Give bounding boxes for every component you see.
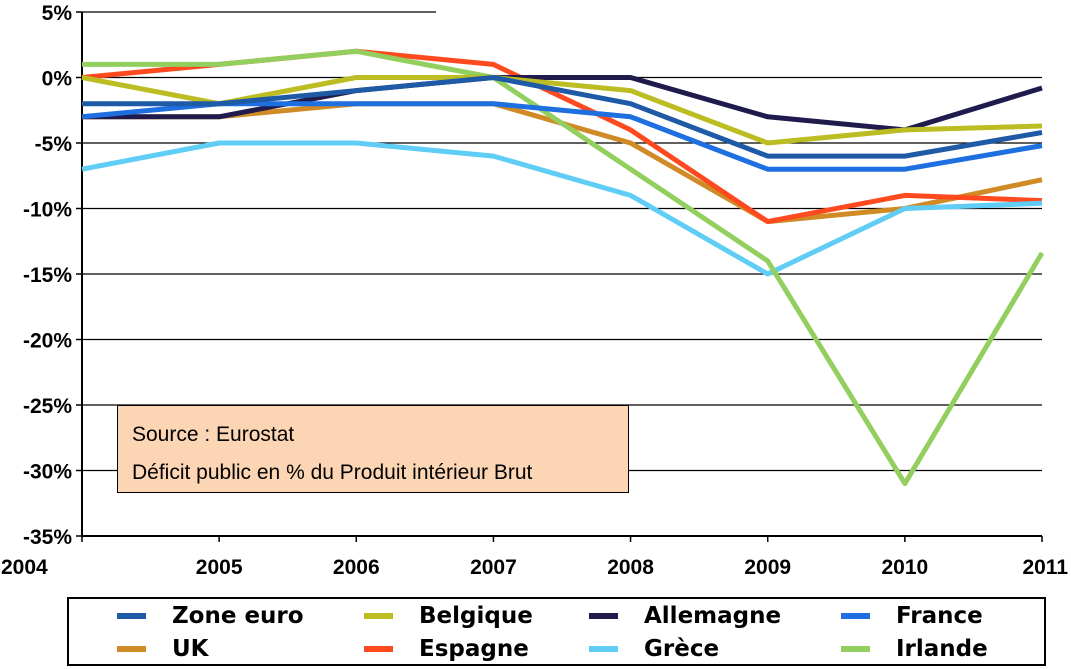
legend-item-grece: Grèce [589,633,719,665]
x-tick-label: 2008 [607,556,654,579]
axes [76,11,1043,542]
legend-item-france: France [841,600,983,632]
y-tick-label: 0% [42,68,73,91]
legend-label-uk: UK [172,636,209,662]
legend-swatch-zone-euro [117,613,146,619]
y-tick-label: -25% [23,395,72,418]
legend-item-irlande: Irlande [841,633,988,665]
series-line-grece [81,140,1043,277]
legend-swatch-france [841,613,870,619]
legend-label-irlande: Irlande [896,636,988,662]
legend: Zone euro Belgique Allemagne France UK E… [67,597,1046,666]
y-tick-label: -5% [35,133,73,156]
series-line-zone-euro [82,75,1043,159]
x-tick-label: 2009 [744,556,791,579]
legend-item-uk: UK [117,633,209,665]
legend-label-grece: Grèce [644,636,720,662]
series-lines [81,48,1045,487]
legend-item-zone-euro: Zone euro [117,600,304,632]
legend-item-allemagne: Allemagne [589,600,781,632]
legend-swatch-belgique [364,613,393,619]
y-tick-label: -30% [23,461,72,484]
x-tick-label: 2007 [470,556,517,579]
source-annotation-box: Source : Eurostat Déficit public en % du… [117,405,629,493]
legend-label-zone-euro: Zone euro [172,603,304,629]
x-tick-label: 2010 [881,556,928,579]
source-text: Source : Eurostat [132,423,295,446]
legend-label-espagne: Espagne [419,636,529,662]
y-tick-label: -10% [23,199,72,222]
x-tick-label: 2011 [1022,556,1068,579]
legend-label-france: France [896,603,983,629]
y-tick-label: -35% [23,526,72,549]
legend-swatch-uk [117,646,146,652]
y-tick-label: -15% [23,264,72,287]
x-tick-label: 2005 [196,556,243,579]
legend-label-belgique: Belgique [419,603,533,629]
legend-item-belgique: Belgique [364,600,533,632]
legend-swatch-irlande [841,646,870,652]
tick-labels: 5% 0% -5% -10% -15% -20% -25% -30% -35% 2004 2005 2… [1,2,1068,579]
legend-swatch-grece [589,646,618,652]
x-tick-label: 2006 [333,556,380,579]
y-tick-label: 5% [42,2,73,25]
legend-label-allemagne: Allemagne [644,603,782,629]
legend-item-espagne: Espagne [364,633,529,665]
grid-lines [82,11,1042,472]
description-text: Déficit public en % du Produit intérieur… [132,461,533,484]
series-line-allemagne [82,75,1043,133]
x-tick-label: 2004 [1,556,48,579]
legend-swatch-espagne [364,646,393,652]
y-tick-label: -20% [23,330,72,353]
legend-swatch-allemagne [589,613,618,619]
series-line-irlande [82,48,1045,487]
